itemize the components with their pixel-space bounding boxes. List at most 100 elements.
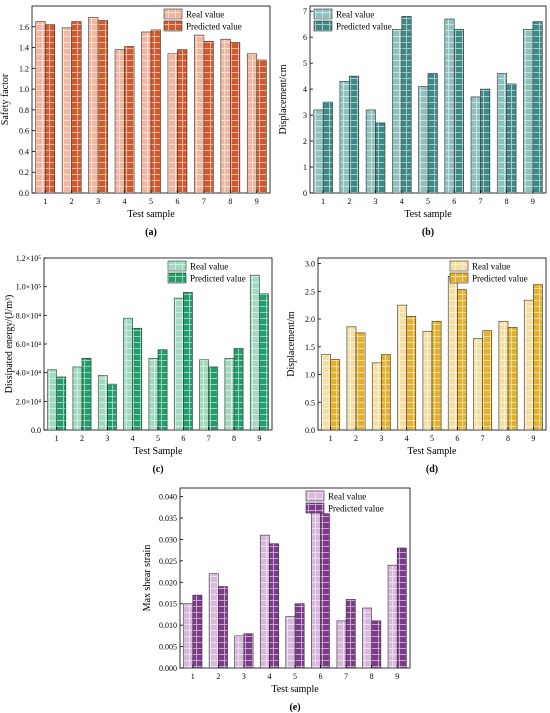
bar-real-6	[311, 504, 321, 669]
bar-predicted-9	[396, 547, 407, 669]
y-tick-label: 0.000	[159, 664, 177, 673]
bar-predicted-9	[256, 59, 267, 194]
bar-real-9	[246, 53, 258, 194]
bar-predicted-8	[230, 42, 241, 194]
bar-real-2	[72, 366, 83, 431]
bar-predicted-2	[218, 586, 228, 669]
bar-predicted-7	[480, 88, 491, 194]
x-tick-label: 7	[202, 197, 206, 206]
panel-label: (e)	[289, 702, 300, 713]
y-tick-label: 1.0	[305, 371, 315, 380]
x-tick-label: 7	[481, 434, 485, 443]
x-tick-label: 2	[354, 434, 358, 443]
x-tick-label: 4	[400, 197, 404, 206]
legend-label-predicted: Predicted value	[472, 274, 528, 284]
chart-panel: 0 1 2 3 4 5 6 7 1 2 3 4 5 6 7 8 9 Test sample Displacement…	[278, 5, 547, 238]
bar-real-5	[422, 330, 433, 431]
y-tick-label: 0	[303, 189, 307, 198]
legend-label-real: Real value	[190, 262, 228, 272]
panel-label: (b)	[422, 227, 434, 238]
x-tick-label: 4	[131, 434, 135, 443]
bar-real-2	[61, 27, 72, 194]
legend-swatch-real	[163, 8, 183, 20]
bar-real-6	[447, 276, 458, 431]
legend-swatch-predicted	[163, 20, 183, 32]
bar-predicted-2	[349, 75, 360, 194]
x-tick-label: 1	[321, 197, 325, 206]
bar-predicted-6	[457, 289, 467, 431]
bar-predicted-1	[330, 359, 341, 431]
bar-predicted-6	[320, 513, 331, 669]
bar-predicted-3	[375, 122, 386, 194]
x-axis-label: Test sample	[271, 684, 319, 695]
bar-predicted-9	[532, 21, 543, 194]
bar-real-5	[285, 616, 296, 669]
bar-real-8	[496, 73, 507, 194]
x-tick-label: 3	[379, 434, 383, 443]
legend-label-predicted: Predicted value	[328, 504, 384, 514]
bar-predicted-3	[107, 383, 117, 431]
y-tick-label: 1.6	[19, 23, 29, 32]
y-tick-label: 1.2×10⁵	[16, 254, 42, 263]
bar-real-7	[199, 359, 209, 431]
bar-predicted-7	[482, 330, 493, 431]
bar-real-8	[220, 38, 231, 194]
x-tick-label: 9	[255, 197, 259, 206]
bar-real-2	[339, 81, 350, 194]
legend: Real value Predicted value	[167, 260, 246, 284]
y-tick-label: 0.010	[159, 621, 177, 630]
bar-predicted-2	[71, 21, 82, 194]
bar-real-1	[35, 21, 46, 194]
bar-real-4	[259, 534, 270, 669]
x-tick-label: 9	[531, 434, 535, 443]
x-tick-label: 6	[181, 434, 185, 443]
bar-real-8	[362, 607, 372, 669]
x-tick-label: 4	[405, 434, 409, 443]
y-tick-label: 4	[303, 85, 307, 94]
y-tick-label: 1.2	[19, 64, 29, 73]
bar-real-9	[249, 274, 260, 431]
bar-predicted-8	[507, 327, 518, 431]
legend-label-real: Real value	[336, 10, 374, 20]
bar-real-2	[346, 326, 357, 431]
bar-predicted-6	[177, 49, 188, 194]
x-tick-label: 8	[506, 434, 510, 443]
x-tick-label: 7	[344, 672, 348, 681]
bar-real-8	[224, 358, 235, 431]
bar-real-8	[498, 320, 509, 431]
bar-real-7	[470, 96, 481, 194]
legend-label-predicted: Predicted value	[186, 22, 242, 32]
bar-predicted-8	[233, 347, 244, 431]
bar-predicted-5	[150, 29, 161, 194]
bar-predicted-5	[431, 320, 442, 431]
bar-real-4	[114, 49, 125, 194]
bar-real-5	[418, 86, 429, 194]
legend-swatch-real	[305, 490, 325, 502]
x-tick-label: 4	[123, 197, 127, 206]
bar-real-4	[397, 304, 407, 431]
x-tick-label: 1	[329, 434, 333, 443]
panel-label: (d)	[426, 464, 438, 475]
bar-predicted-4	[269, 543, 279, 669]
bar-real-3	[365, 109, 376, 194]
y-tick-label: 0.4	[19, 147, 29, 156]
x-tick-label: 6	[175, 197, 179, 206]
y-tick-label: 4.0×10⁴	[16, 369, 42, 378]
bar-predicted-7	[208, 366, 219, 431]
bar-real-2	[208, 573, 219, 669]
x-tick-label: 1	[43, 197, 47, 206]
x-tick-label: 9	[395, 672, 399, 681]
bar-predicted-7	[345, 599, 356, 669]
x-tick-label: 6	[319, 672, 323, 681]
x-tick-label: 7	[478, 197, 482, 206]
bar-predicted-6	[183, 292, 193, 431]
x-tick-label: 4	[267, 672, 271, 681]
bar-real-1	[321, 354, 331, 431]
bar-real-1	[47, 369, 57, 431]
x-tick-label: 7	[207, 434, 211, 443]
y-axis-label: Dissipated energy/(J/m³)	[4, 295, 15, 394]
y-tick-label: 1	[303, 163, 307, 172]
x-tick-label: 5	[426, 197, 430, 206]
x-tick-label: 2	[216, 672, 220, 681]
bar-predicted-1	[44, 24, 56, 194]
